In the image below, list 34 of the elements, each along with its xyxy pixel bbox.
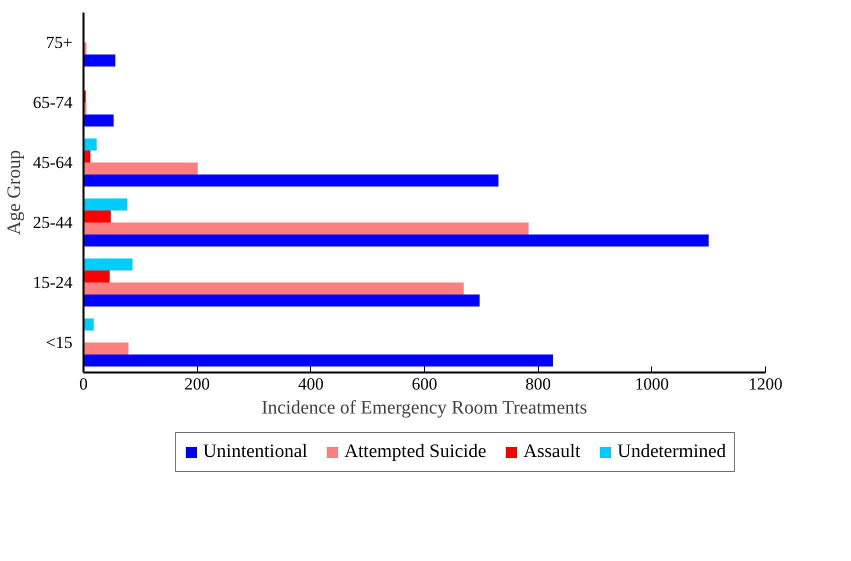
- bar: [84, 294, 480, 306]
- x-tick-label: 600: [412, 374, 438, 394]
- bar: [84, 54, 116, 66]
- x-tick-label: 1000: [634, 374, 669, 394]
- x-tick-label: 400: [298, 374, 324, 394]
- y-tick-label: <15: [46, 333, 73, 352]
- y-tick-label: 65-74: [32, 93, 73, 112]
- legend-label: Attempted Suicide: [344, 441, 486, 463]
- bar: [84, 354, 553, 366]
- bar: [84, 282, 464, 294]
- bar: [84, 198, 128, 210]
- bar: [84, 162, 198, 174]
- bar: [84, 114, 114, 126]
- legend-label: Assault: [523, 441, 580, 463]
- x-tick-label: 800: [525, 374, 551, 394]
- bar: [84, 234, 709, 246]
- bar: [84, 210, 111, 222]
- legend-label: Unintentional: [202, 441, 308, 463]
- bar: [84, 174, 498, 186]
- bar: [84, 258, 132, 270]
- bar: [84, 138, 97, 150]
- bar: [84, 270, 110, 282]
- x-axis-title: Incidence of Emergency Room Treatments: [261, 398, 588, 418]
- y-tick-label: 45-64: [32, 153, 73, 172]
- y-tick-label: 15-24: [32, 273, 73, 292]
- bar: [84, 342, 128, 354]
- y-tick-label: 75+: [46, 33, 73, 52]
- y-tick-label: 25-44: [32, 213, 73, 232]
- x-tick-label: 1200: [748, 374, 782, 394]
- x-tick-label: 0: [79, 374, 88, 394]
- legend-label: Undetermined: [617, 441, 726, 463]
- y-axis-title: Age Group: [4, 150, 25, 235]
- bar: [84, 222, 529, 234]
- x-tick-label: 200: [184, 374, 210, 394]
